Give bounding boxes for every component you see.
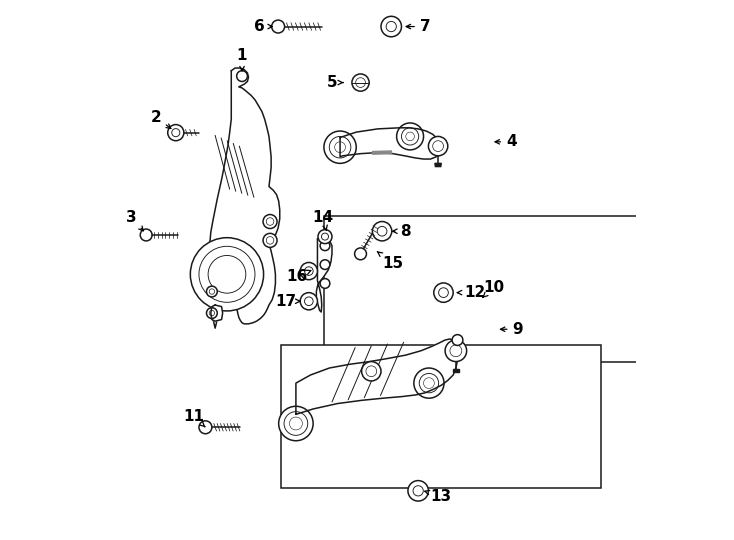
Circle shape <box>321 233 329 240</box>
Circle shape <box>172 129 180 137</box>
Text: 16: 16 <box>286 269 311 284</box>
Circle shape <box>320 279 330 288</box>
Circle shape <box>236 71 247 82</box>
Circle shape <box>372 221 392 241</box>
Polygon shape <box>435 164 441 166</box>
Text: 4: 4 <box>495 134 517 150</box>
Polygon shape <box>372 151 392 154</box>
Circle shape <box>206 308 217 319</box>
Circle shape <box>413 485 424 496</box>
Text: 5: 5 <box>327 75 343 90</box>
Circle shape <box>167 125 184 141</box>
Circle shape <box>300 293 317 310</box>
Circle shape <box>140 229 152 241</box>
Circle shape <box>263 233 277 247</box>
Polygon shape <box>296 339 459 414</box>
Polygon shape <box>316 238 332 312</box>
Circle shape <box>355 248 366 260</box>
Bar <box>281 346 601 488</box>
Circle shape <box>279 406 313 441</box>
Circle shape <box>324 131 356 164</box>
Circle shape <box>429 137 448 156</box>
Polygon shape <box>453 369 459 373</box>
Circle shape <box>439 288 448 298</box>
Circle shape <box>305 267 313 275</box>
Circle shape <box>199 421 212 434</box>
Circle shape <box>318 230 332 244</box>
Circle shape <box>408 481 429 501</box>
Polygon shape <box>208 68 280 328</box>
Text: 12: 12 <box>457 285 485 300</box>
Circle shape <box>445 340 467 362</box>
Circle shape <box>320 260 330 269</box>
Circle shape <box>414 368 444 398</box>
Polygon shape <box>211 305 222 321</box>
Circle shape <box>434 283 453 302</box>
Circle shape <box>320 241 330 251</box>
Text: 17: 17 <box>276 294 300 309</box>
Circle shape <box>377 226 387 236</box>
Circle shape <box>352 74 369 91</box>
Text: 14: 14 <box>312 210 333 231</box>
Text: 7: 7 <box>406 19 430 34</box>
Text: 1: 1 <box>237 48 247 71</box>
Circle shape <box>300 262 317 280</box>
Text: 3: 3 <box>126 210 143 231</box>
Text: 6: 6 <box>254 19 272 34</box>
Text: 9: 9 <box>501 322 523 337</box>
Polygon shape <box>340 128 440 159</box>
Text: 11: 11 <box>183 409 205 427</box>
Text: 2: 2 <box>150 110 171 129</box>
Circle shape <box>305 297 313 306</box>
Text: 8: 8 <box>393 224 411 239</box>
Text: 13: 13 <box>425 489 452 504</box>
Circle shape <box>386 22 396 32</box>
Bar <box>324 216 644 362</box>
Circle shape <box>362 362 381 381</box>
Circle shape <box>396 123 424 150</box>
Text: 15: 15 <box>377 252 404 271</box>
Circle shape <box>452 335 463 346</box>
Text: 10: 10 <box>483 280 504 298</box>
Circle shape <box>190 238 264 311</box>
Circle shape <box>272 20 285 33</box>
Circle shape <box>206 286 217 297</box>
Circle shape <box>381 16 401 37</box>
Circle shape <box>263 214 277 228</box>
